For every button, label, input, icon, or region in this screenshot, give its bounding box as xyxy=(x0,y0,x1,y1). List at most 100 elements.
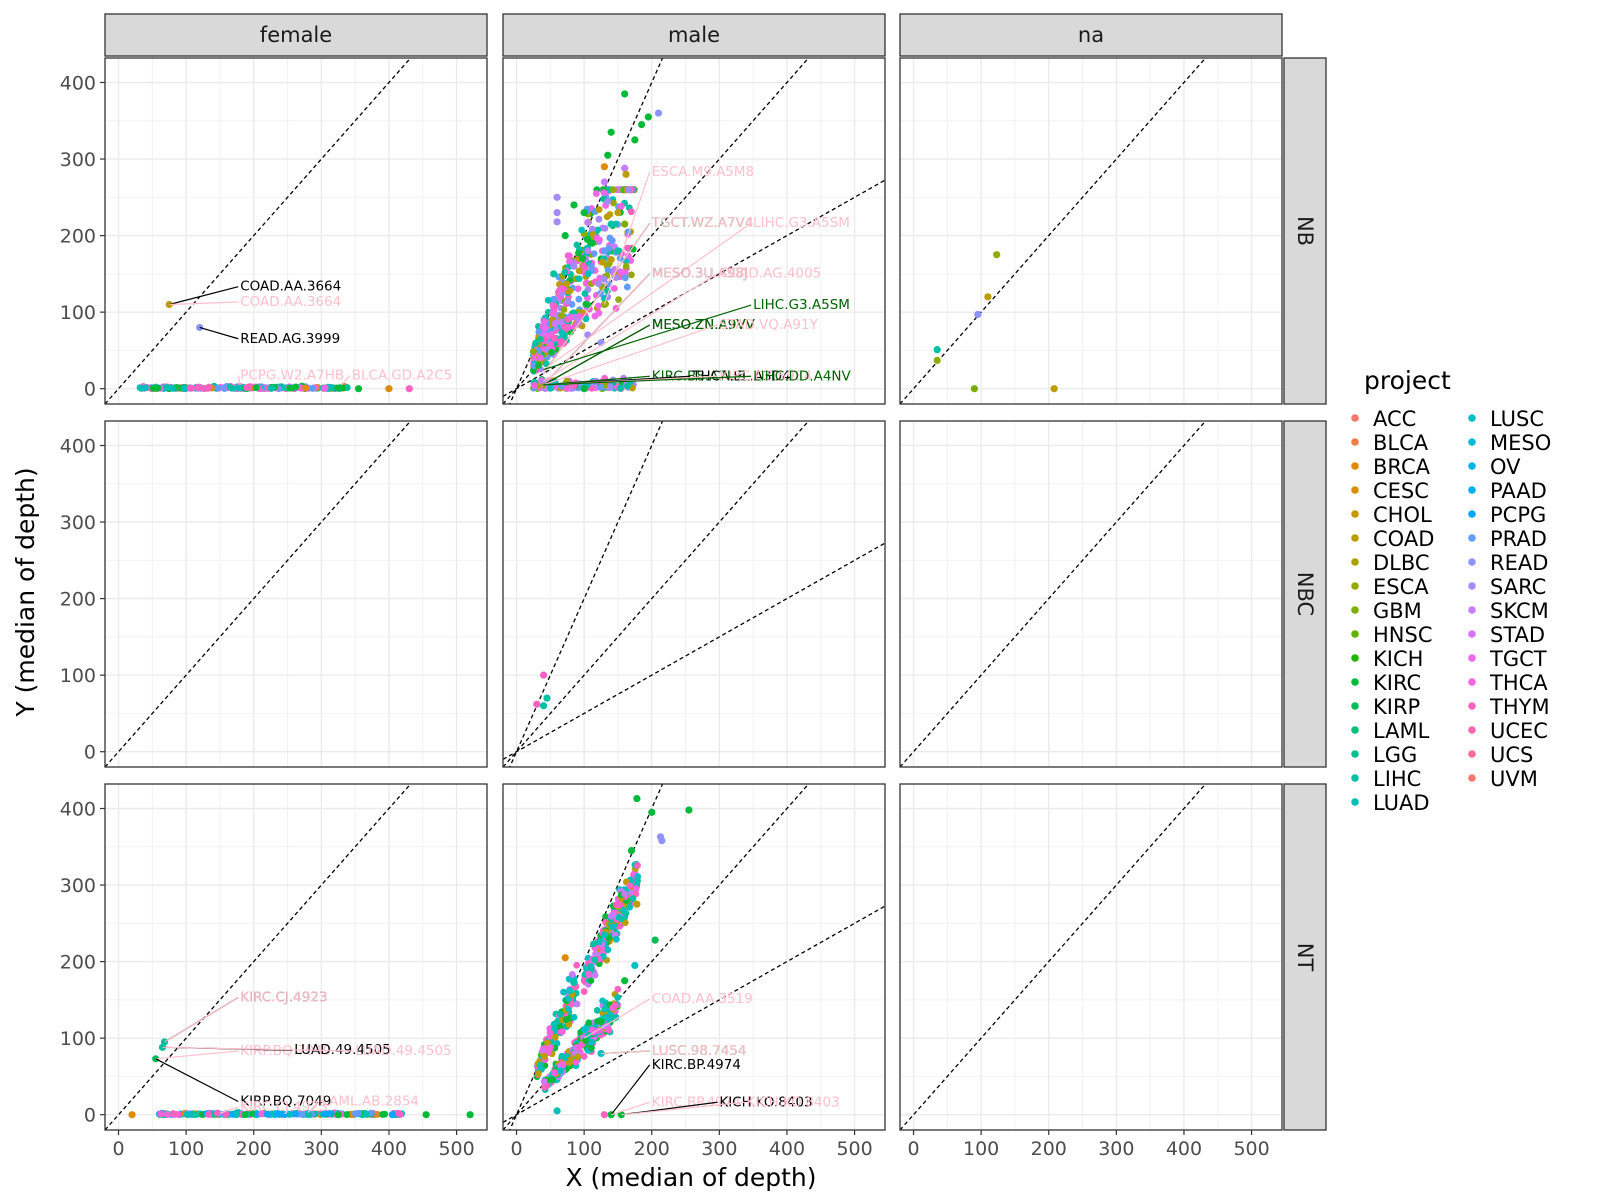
legend-label: COAD xyxy=(1373,527,1434,551)
data-point-lusc xyxy=(557,1067,564,1075)
annotation-label: LUSC.98.7454 xyxy=(652,1043,747,1059)
panel-background xyxy=(105,421,487,767)
data-point-prad xyxy=(214,384,222,392)
legend-key xyxy=(1468,654,1476,662)
legend-label: THCA xyxy=(1489,671,1548,695)
legend-label: LUSC xyxy=(1490,407,1544,431)
data-point-esca xyxy=(610,199,617,207)
annotation-label: KICH.KO.8403 xyxy=(719,1094,812,1110)
data-point-kirc xyxy=(249,1110,257,1118)
legend-label: LUAD xyxy=(1373,791,1430,815)
data-point-lihc xyxy=(343,384,351,391)
data-point-kirc xyxy=(354,385,363,393)
panel-border xyxy=(899,783,1283,1131)
legend-key xyxy=(1351,750,1359,758)
data-point-tgct xyxy=(575,313,583,320)
data-point-luad xyxy=(601,1005,609,1013)
y-tick-label: 400 xyxy=(60,72,96,94)
data-point-luad xyxy=(180,385,188,393)
data-point-kirc xyxy=(585,1019,593,1027)
y-tick-label: 200 xyxy=(60,952,96,974)
legend-label: TGCT xyxy=(1489,647,1547,671)
reference-line-slope-1 xyxy=(503,58,810,404)
data-point-thym xyxy=(600,1111,609,1119)
legend-label: BRCA xyxy=(1373,455,1431,479)
data-point-coad xyxy=(607,256,615,263)
legend-label: LIHC xyxy=(1373,767,1421,791)
data-point-prad xyxy=(309,385,316,392)
data-point-skcm xyxy=(592,950,599,958)
data-point-luad xyxy=(546,384,554,392)
panel-background xyxy=(900,58,1282,404)
data-point-skcm xyxy=(568,971,576,978)
reference-line-slope-1 xyxy=(900,784,1207,1130)
data-point-kirc xyxy=(582,300,590,308)
data-point-kirc xyxy=(604,151,612,159)
legend-key xyxy=(1351,510,1359,518)
data-point-tgct xyxy=(540,317,548,325)
panel-nbc-female xyxy=(104,420,488,768)
legend-key xyxy=(1351,678,1359,686)
annotation-label: LUSC.98.7454 xyxy=(652,1043,747,1059)
data-point-esca xyxy=(560,306,568,313)
data-point-kirc xyxy=(252,384,260,392)
data-point-thym xyxy=(557,338,564,346)
annotation-label: MESO.ZN.A9VV xyxy=(652,317,756,333)
annotation-label: LIHC.DD.A4NV xyxy=(753,368,851,384)
data-point-pcpg xyxy=(326,1110,334,1117)
legend-item-read: READ xyxy=(1468,551,1548,575)
data-point-lusc xyxy=(588,1038,596,1046)
data-point-sarc xyxy=(606,383,614,391)
y-tick-label: 200 xyxy=(60,226,96,248)
data-point-skcm xyxy=(551,319,559,327)
legend-item-prad: PRAD xyxy=(1468,527,1547,551)
annotation-label: TGCT.WZ.A7V4 xyxy=(651,215,754,231)
x-tick-label: 0 xyxy=(112,1138,124,1160)
legend-title: project xyxy=(1364,366,1451,395)
data-point-thym xyxy=(573,961,581,969)
annotation-label: KICH.KO.8403 xyxy=(746,1094,839,1110)
annotation-label: PCPG.W2.A7HB xyxy=(240,368,344,384)
legend-label: MESO xyxy=(1490,431,1551,455)
reference-line-slope-0-5 xyxy=(503,905,885,1123)
data-point-kirc xyxy=(292,383,300,391)
data-point-prad xyxy=(600,247,609,255)
data-point-sarc xyxy=(600,275,608,283)
y-tick-label: 400 xyxy=(60,435,96,457)
legend-item-kirc: KIRC xyxy=(1351,671,1421,695)
data-point-luad xyxy=(286,1111,294,1118)
data-point-kirc xyxy=(422,1111,430,1119)
annotation-leader xyxy=(219,1106,239,1114)
data-point-thym xyxy=(205,383,213,391)
data-point-kirp xyxy=(152,1055,160,1063)
data-point-brca xyxy=(561,954,569,962)
data-point-kirc xyxy=(621,90,629,98)
y-tick-label: 300 xyxy=(60,512,96,534)
panel-background xyxy=(900,784,1282,1130)
data-point-coad xyxy=(563,280,571,288)
data-point-lihc xyxy=(268,384,276,392)
legend-label: UVM xyxy=(1490,767,1538,791)
data-point-luad xyxy=(536,1061,544,1069)
panel-nt-female: KIRC.CJ.4923KIRC.CJ.4923KIRP.BQ.7049LUAD… xyxy=(104,783,488,1131)
legend-item-uvm: UVM xyxy=(1468,767,1538,791)
data-point-thym xyxy=(213,1109,221,1117)
data-point-kirc xyxy=(548,1076,556,1084)
legend-label: READ xyxy=(1490,551,1548,575)
legend-key xyxy=(1468,630,1476,638)
x-tick-label: 300 xyxy=(303,1138,339,1160)
data-point-thym xyxy=(169,1110,177,1117)
data-point-esca xyxy=(627,271,635,279)
panel-border xyxy=(104,783,488,1131)
x-tick-label: 100 xyxy=(566,1138,602,1160)
data-point-thym xyxy=(551,302,559,310)
data-point-skcm xyxy=(557,318,565,326)
data-point-thca xyxy=(559,1060,567,1068)
panel-background xyxy=(105,58,487,404)
data-point-kirc xyxy=(154,384,162,392)
data-point-read xyxy=(658,837,666,845)
legend-item-hnsc: HNSC xyxy=(1351,623,1433,647)
x-tick-label: 200 xyxy=(236,1138,272,1160)
data-point-skcm xyxy=(584,247,592,255)
